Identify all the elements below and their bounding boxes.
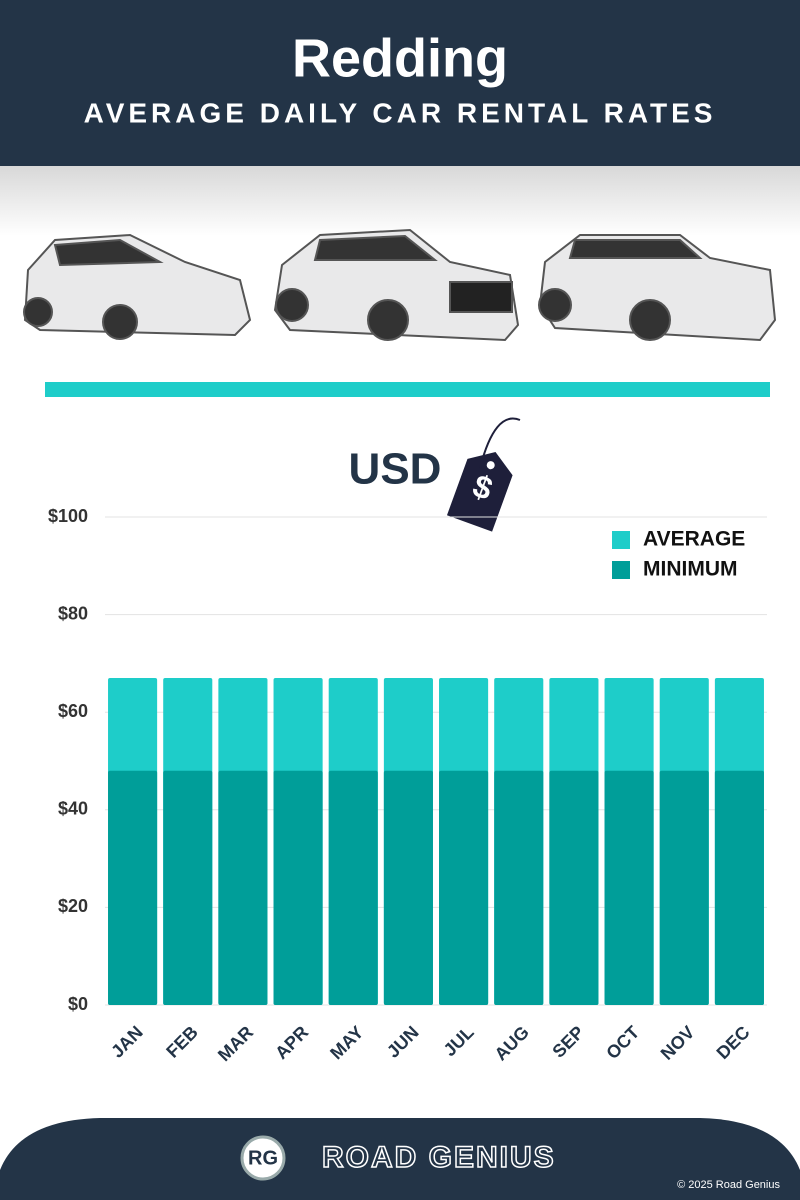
x-tick-label: DEC bbox=[713, 1022, 754, 1063]
x-tick-label: MAR bbox=[214, 1022, 257, 1065]
bar bbox=[218, 770, 268, 1005]
divider bbox=[45, 382, 770, 397]
copyright: © 2025 Road Genius bbox=[677, 1179, 780, 1191]
subtitle: AVERAGE DAILY CAR RENTAL RATES bbox=[84, 97, 717, 128]
x-tick-label: OCT bbox=[602, 1022, 643, 1063]
bar bbox=[108, 770, 158, 1005]
bar bbox=[714, 770, 764, 1005]
legend-label: MINIMUM bbox=[643, 558, 737, 581]
bar bbox=[439, 770, 489, 1005]
cars bbox=[23, 228, 777, 342]
y-tick-label: $20 bbox=[58, 896, 88, 916]
x-tick-label: JUL bbox=[440, 1022, 478, 1060]
y-tick-label: $0 bbox=[68, 994, 88, 1014]
logo-text: RG bbox=[248, 1147, 278, 1169]
bar bbox=[659, 770, 709, 1005]
legend-label: AVERAGE bbox=[643, 528, 745, 551]
legend-swatch bbox=[612, 531, 630, 549]
x-tick-label: MAY bbox=[326, 1022, 367, 1063]
y-tick-label: $80 bbox=[58, 603, 88, 623]
bar bbox=[549, 770, 599, 1005]
x-tick-label: JUN bbox=[383, 1022, 423, 1062]
bar bbox=[604, 770, 654, 1005]
logo-circle bbox=[240, 1135, 286, 1181]
bar bbox=[383, 770, 433, 1005]
x-tick-label: NOV bbox=[657, 1022, 699, 1064]
brand: ROAD GENIUS bbox=[322, 1141, 556, 1174]
bar bbox=[328, 770, 378, 1005]
header-band bbox=[0, 0, 800, 166]
bar bbox=[494, 770, 544, 1005]
tag-string bbox=[479, 417, 521, 469]
x-tick-label: APR bbox=[271, 1022, 312, 1063]
title: Redding bbox=[292, 28, 508, 88]
y-tick-label: $100 bbox=[48, 506, 88, 526]
chart: $0 $20 $40 $60 $80 $100 JAN FEB MAR APR MAY JUN JUL A… bbox=[48, 506, 767, 1065]
x-tick-label: JAN bbox=[107, 1022, 147, 1062]
bar bbox=[163, 770, 213, 1005]
legend-swatch bbox=[612, 561, 630, 579]
y-tick-label: $40 bbox=[58, 799, 88, 819]
currency-label: USD bbox=[349, 445, 442, 494]
x-tick-label: AUG bbox=[491, 1022, 533, 1064]
footer-band bbox=[0, 1118, 800, 1200]
price-tag: $ bbox=[446, 452, 513, 532]
x-tick-label: SEP bbox=[548, 1022, 588, 1062]
y-tick-label: $60 bbox=[58, 701, 88, 721]
bar bbox=[273, 770, 323, 1005]
x-tick-label: FEB bbox=[162, 1022, 202, 1062]
